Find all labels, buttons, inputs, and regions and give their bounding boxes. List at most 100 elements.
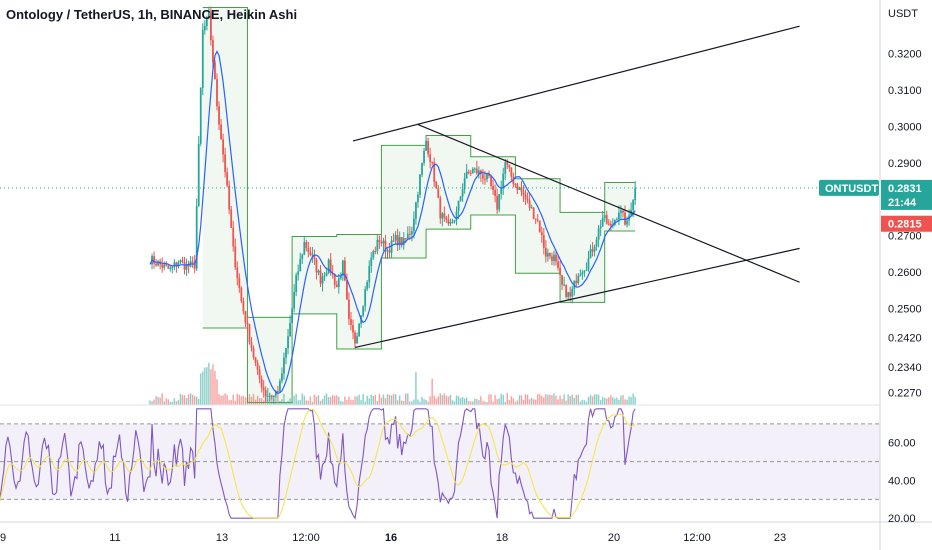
rsi-line: [0, 407, 636, 520]
envelope-lower: [202, 214, 636, 404]
trendline-upper-channel: [352, 25, 800, 142]
candle-body: [236, 267, 239, 279]
volume-bar: [589, 394, 592, 405]
volume-bar: [216, 379, 218, 405]
candle-body: [266, 395, 269, 397]
volume-bar: [504, 401, 506, 405]
volume-bar: [323, 395, 326, 405]
volume-bar: [295, 393, 297, 405]
candle-body: [518, 187, 521, 190]
candle-body: [346, 280, 348, 300]
price-tick-label: 0.2340: [888, 362, 922, 374]
secondary-price-value: 0.2815: [888, 219, 922, 231]
candle-body: [396, 234, 399, 246]
candle-body: [307, 248, 310, 252]
volume-bar: [445, 395, 448, 405]
volume-bar: [332, 395, 334, 405]
time-tick-label: 16: [385, 532, 397, 544]
candle-body: [254, 357, 257, 364]
candle-body: [274, 391, 277, 396]
time-axis: 9 11 13 12:00 16 18 20 12:00 23: [0, 532, 786, 544]
candle-body: [443, 213, 446, 218]
volume-bar: [392, 393, 395, 405]
candle-body: [603, 215, 606, 218]
candle-body: [313, 254, 316, 260]
volume-bar: [232, 394, 234, 405]
volume-bar: [250, 396, 253, 405]
price-tick-label: 0.2600: [888, 267, 922, 279]
candle-body: [218, 106, 220, 125]
volume-bar: [299, 400, 301, 405]
candle-body: [341, 260, 344, 276]
candle-body: [297, 271, 300, 275]
price-badge-value: 0.2831: [888, 183, 922, 195]
candle-body: [327, 259, 330, 273]
candle-body: [169, 268, 172, 270]
time-tick-label: 11: [109, 532, 120, 544]
volume-bar: [390, 395, 393, 405]
candle-body: [244, 311, 247, 323]
volume-bar: [563, 394, 565, 405]
volume-bar: [492, 401, 494, 405]
volume-bar: [490, 394, 492, 405]
candle-body: [374, 251, 377, 253]
volume-bar: [222, 395, 224, 405]
candle-body: [510, 167, 513, 177]
time-tick-label: 20: [608, 532, 620, 544]
time-tick-label: 12:00: [292, 532, 320, 544]
candle-body: [285, 348, 287, 358]
candle-body: [183, 261, 186, 270]
volume-bar: [252, 394, 255, 405]
candle-body: [153, 256, 155, 264]
candle-body: [626, 220, 628, 225]
volume-bar: [476, 398, 478, 405]
volume-bar: [242, 395, 245, 405]
candle-body: [323, 275, 326, 277]
candle-body: [616, 219, 618, 221]
volume-bar: [468, 400, 470, 405]
candle-body: [197, 143, 200, 207]
volume-bar: [163, 401, 165, 405]
volume-bar: [573, 397, 575, 405]
candle-body: [402, 238, 405, 246]
volume-bar: [595, 394, 598, 405]
candle-body: [350, 319, 352, 325]
volume-bar: [472, 401, 474, 405]
price-tick-label: 0.2500: [888, 303, 922, 315]
candle-body: [498, 194, 501, 210]
candle-body: [291, 308, 293, 323]
volume-bar: [441, 395, 444, 405]
volume-bar: [417, 399, 419, 405]
candle-body: [427, 140, 430, 155]
volume-bar: [551, 395, 553, 405]
candle-body: [270, 395, 273, 398]
candle-body: [356, 336, 358, 344]
volume-bar: [439, 393, 441, 405]
candle-body: [486, 174, 488, 180]
rsi-pane: [0, 423, 880, 500]
candle-body: [624, 212, 626, 225]
candle-body: [366, 282, 369, 290]
chart-title: Ontology / TetherUS, 1h, BINANCE, Heikin…: [6, 7, 297, 22]
volume-bar: [502, 394, 504, 405]
volume-bar: [449, 394, 452, 405]
volume-bar: [506, 393, 508, 405]
volume-bar: [518, 395, 521, 405]
candle-body: [591, 249, 594, 252]
volume-bar: [429, 396, 431, 405]
candle-body: [415, 202, 417, 219]
volume-bar: [210, 369, 212, 405]
volume-bar: [599, 400, 602, 405]
volume-bar: [409, 401, 411, 405]
candle-body: [565, 284, 568, 297]
volume-bar: [407, 393, 409, 405]
volume-bar: [614, 398, 616, 405]
rsi-tick-label: 20.00: [888, 513, 916, 525]
volume-bar: [622, 395, 624, 405]
candle-body: [289, 322, 291, 337]
candle-body: [567, 292, 570, 297]
volume-bar: [561, 399, 563, 405]
candle-body: [520, 187, 523, 192]
